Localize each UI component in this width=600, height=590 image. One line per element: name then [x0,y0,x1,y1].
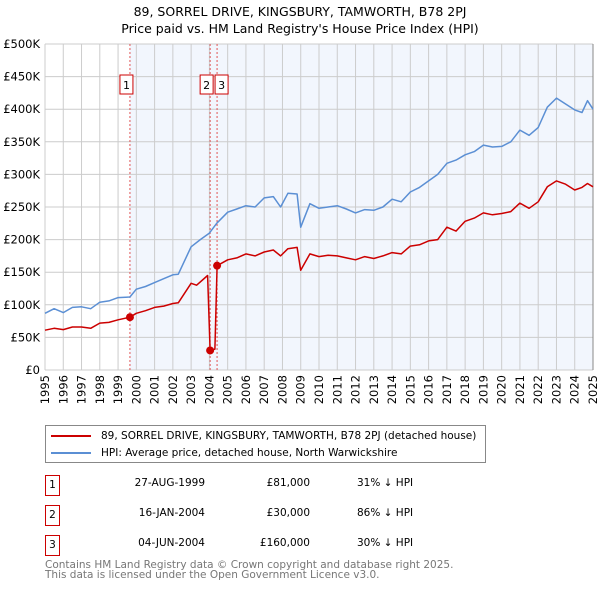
marker-badge: 1 [45,475,60,496]
copyright-text: Contains HM Land Registry data © Crown c… [45,559,454,571]
y-tick-label: £500K [3,37,40,51]
y-tick-label: £300K [3,167,40,181]
x-tick-label: 2015 [403,375,417,404]
x-tick-label: 2020 [495,375,509,404]
x-tick-label: 1999 [111,375,125,404]
legend-swatch-blue [51,452,91,454]
price-chart: £0 £50K £100K £150K £200K £250K £300K £350K £400… [3,37,600,404]
sale-price: £81,000 [266,477,310,489]
y-tick-label: £50K [11,330,41,344]
y-tick-label: £0 [25,363,40,377]
x-tick-label: 1996 [56,375,70,404]
x-tick-label: 2009 [294,375,308,404]
x-tick-label: 2024 [568,375,582,404]
marker-badge: 3 [45,535,60,556]
y-tick-label: £100K [3,298,40,312]
transaction-point [206,346,215,355]
hpi-diff: 86% ↓ HPI [357,507,414,519]
legend-item-property: 89, SORREL DRIVE, KINGSBURY, TAMWORTH, B… [51,428,476,444]
x-tick-label: 2013 [367,375,381,404]
marker-label: 2 [203,79,210,92]
table-row: 3 04-JUN-2004 £160,000 30% ↓ HPI [45,535,465,556]
x-tick-label: 2018 [458,375,472,404]
x-tick-label: 2002 [166,375,180,404]
x-tick-label: 2010 [312,375,326,404]
marker-box [119,74,134,95]
sale-date: 16-JAN-2004 [138,507,205,519]
x-tick-label: 2021 [513,375,527,404]
hpi-diff: 31% ↓ HPI [357,477,414,489]
x-tick-label: 2005 [221,375,235,404]
x-tick-label: 2014 [385,375,399,404]
x-tick-label: 1995 [38,375,52,404]
legend-label: HPI: Average price, detached house, Nort… [101,447,398,459]
x-tick-label: 2003 [184,375,198,404]
x-tick-label: 2012 [349,375,363,404]
x-tick-label: 2023 [549,375,563,404]
x-tick-label: 2017 [440,375,454,404]
chart-title: 89, SORREL DRIVE, KINGSBURY, TAMWORTH, B… [0,3,600,37]
x-tick-label: 2000 [129,375,143,404]
hpi-diff: 30% ↓ HPI [357,537,414,549]
x-tick-label: 2011 [330,375,344,404]
x-tick-label: 2001 [148,375,162,404]
title-line: 89, SORREL DRIVE, KINGSBURY, TAMWORTH, B… [133,4,467,19]
x-tick-label: 2004 [202,375,216,404]
table-row: 1 27-AUG-1999 £81,000 31% ↓ HPI [45,475,465,496]
marker-label: 1 [123,79,130,92]
sale-price: £30,000 [266,507,310,519]
marker-label: 3 [218,79,225,92]
subtitle-line: Price paid vs. HM Land Registry's House … [121,21,479,36]
x-tick-label: 2019 [476,375,490,404]
legend: 89, SORREL DRIVE, KINGSBURY, TAMWORTH, B… [45,425,486,463]
x-tick-label: 2025 [586,375,600,404]
transaction-point [213,261,222,270]
x-tick-label: 2022 [531,375,545,404]
marker-badge: 2 [45,505,60,526]
y-tick-label: £150K [3,265,40,279]
x-tick-label: 1998 [93,375,107,404]
y-tick-label: £350K [3,135,40,149]
x-tick-label: 2016 [422,375,436,404]
marker-box [214,74,229,95]
y-tick-label: £200K [3,233,40,247]
legend-label: 89, SORREL DRIVE, KINGSBURY, TAMWORTH, B… [101,430,477,442]
x-tick-label: 2008 [275,375,289,404]
sale-price: £160,000 [259,537,310,549]
licence-text: This data is licensed under the Open Gov… [45,569,380,581]
x-tick-label: 2006 [239,375,253,404]
legend-swatch-red [51,435,91,437]
y-tick-label: £250K [3,200,40,214]
transaction-point [125,313,134,322]
marker-box [199,74,214,95]
y-tick-label: £450K [3,70,40,84]
table-row: 2 16-JAN-2004 £30,000 86% ↓ HPI [45,505,465,526]
x-tick-label: 1997 [75,375,89,404]
sale-date: 27-AUG-1999 [134,477,205,489]
y-tick-label: £400K [3,102,40,116]
footer: Contains HM Land Registry data © Crown c… [45,559,454,581]
series-line [44,180,594,352]
legend-item-hpi: HPI: Average price, detached house, Nort… [51,445,397,461]
series-line [44,97,594,314]
x-tick-label: 2007 [257,375,271,404]
sale-date: 04-JUN-2004 [138,537,205,549]
